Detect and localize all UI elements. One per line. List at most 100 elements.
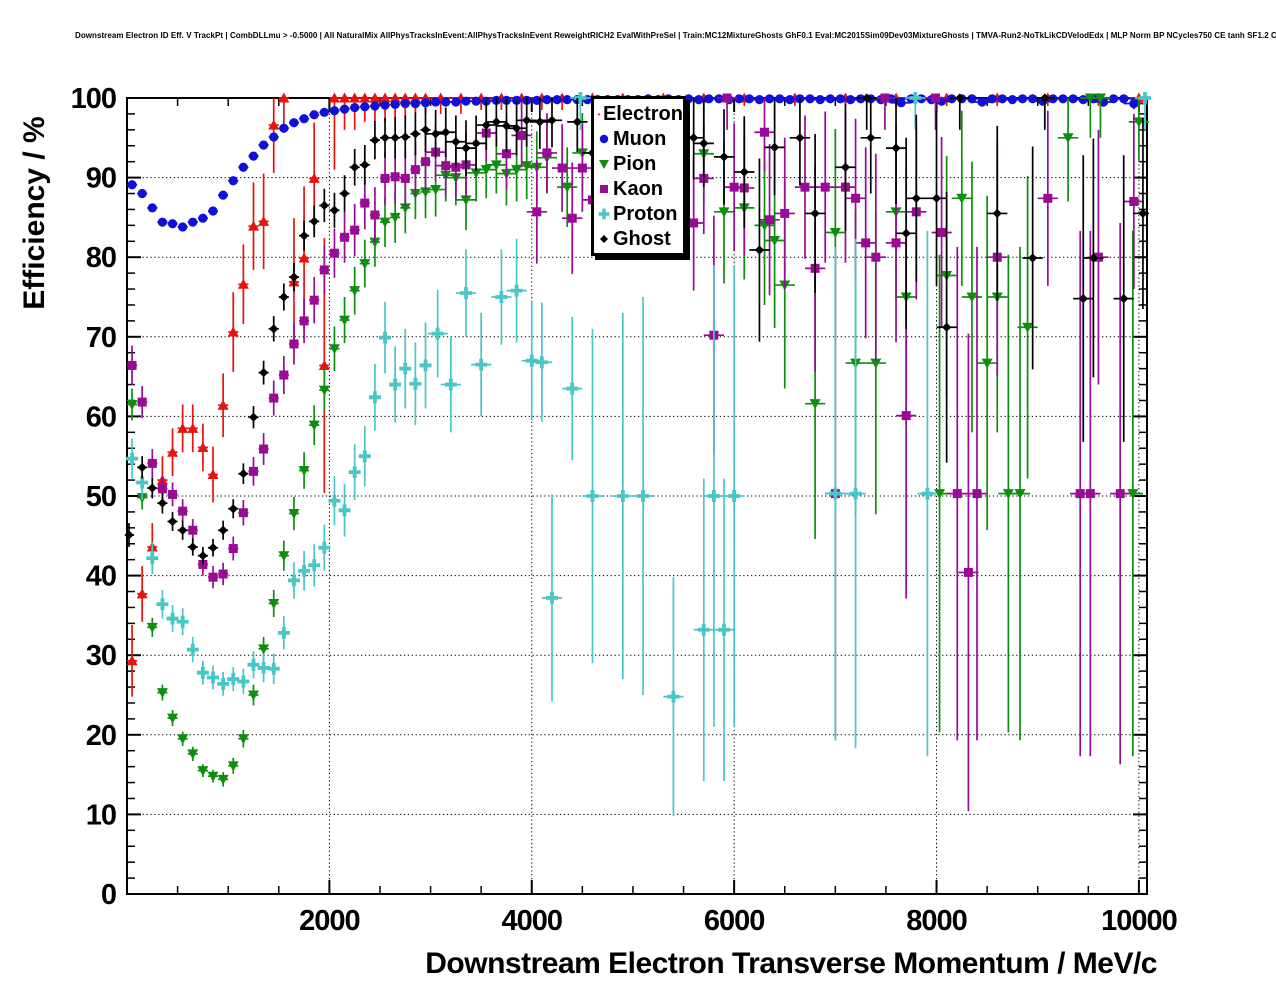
ghost-data-point [309,216,319,226]
proton-data-point [586,490,599,502]
pion-data-point [829,228,841,239]
y-tick-label: 40 [86,561,116,593]
pion-data-point [207,771,219,782]
pion-data-point [167,713,179,724]
ghost-data-point [137,462,147,472]
proton-data-point [207,671,220,684]
pion-data-point [288,509,300,520]
muon-data-point [390,99,400,109]
electron-data-point [389,92,401,103]
proton-data-point [566,382,579,395]
y-tick-label: 100 [71,83,116,115]
proton-data-point [166,612,179,625]
ghost-data-point [228,504,238,514]
kaon-data-point [880,93,890,103]
proton-data-point [475,358,488,371]
pion-data-point [1127,489,1139,500]
electron-data-point [318,359,330,370]
proton-data-point [247,658,260,671]
ghost-data-point [350,162,360,172]
kaon-data-point [380,173,390,183]
ghost-data-point [572,117,582,127]
kaon-data-point [289,339,299,349]
ghost-data-point [471,138,481,148]
kaon-data-point [963,567,973,577]
kaon-data-point [952,489,962,499]
muon-data-point [279,123,289,133]
legend-entry-ghost: Ghost [597,229,683,249]
ghost-data-point [547,115,557,125]
proton-data-point [419,359,432,372]
proton-data-point [156,598,169,611]
proton-data-point [328,494,341,507]
proton-data-point [921,487,934,500]
x-tick-label: 6000 [704,905,765,937]
electron-data-point [308,172,320,183]
muon-data-point [289,118,299,128]
ghost-data-point [522,115,532,125]
electron-data-point [227,326,239,337]
ghost-data-point [370,135,380,145]
ghost-data-point [451,137,461,147]
ghost-data-point [289,272,299,282]
pion-data-point [217,774,229,785]
ghost-data-point [481,120,491,130]
x-axis-title: Downstream Electron Transverse Momentum … [425,947,1157,980]
muon-data-point [967,94,977,104]
kaon-data-point [937,228,947,238]
ghost-data-point [535,117,545,127]
ghost-data-point [400,132,410,142]
legend-label-electron: Electron [602,102,683,125]
proton-data-point [849,487,862,500]
ghost-data-point [269,324,279,334]
ghost-data-point [992,208,1002,219]
proton-data-point [525,354,538,367]
proton-data-point [298,564,311,577]
pion-data-point [298,466,310,477]
pion-data-point [318,385,330,396]
electron-data-point [126,655,138,666]
ghost-data-point [329,205,340,215]
kaon-data-point [931,93,941,103]
ghost-data-point [248,412,259,422]
legend-entry-electron: Electron [597,104,683,124]
ghost-data-point [942,322,952,332]
kaon-data-point [861,238,871,248]
proton-data-point [146,552,159,565]
ghost-data-point [689,133,699,143]
pion-data-point [769,235,781,246]
kaon-data-point [820,182,830,192]
kaon-data-point [851,193,861,203]
kaon-data-point [147,458,157,468]
legend-entry-muon: Muon [597,129,683,149]
kaon-data-point [1129,196,1139,206]
kaon-marker-icon [600,184,608,193]
ghost-marker-icon [600,234,608,243]
ghost-data-point [339,188,350,199]
pion-data-point [470,168,482,179]
pion-data-point [1002,489,1014,500]
kaon-data-point [567,213,577,223]
muon-marker-glyph [599,134,609,143]
proton-data-point [829,487,842,500]
kaon-data-point [248,466,258,476]
kaon-data-point [542,148,552,158]
ghost-data-point [840,162,851,172]
proton-data-point [237,675,250,688]
electron-data-point [258,215,270,226]
electron-data-point [136,588,148,599]
electron-data-point [339,92,351,103]
y-tick-label: 90 [86,163,116,195]
muon-data-point [198,213,208,223]
ghost-data-point [431,129,441,139]
electron-data-point [207,469,219,480]
y-tick-label: 30 [86,640,116,672]
ghost-data-point [208,543,218,553]
muon-data-point [977,97,987,107]
kaon-data-point [972,489,982,499]
pion-data-point [966,292,978,303]
ghost-marker-glyph [600,234,608,243]
y-tick-label: 0 [101,879,116,911]
electron-data-point [177,422,189,433]
x-tick-label: 2000 [299,905,360,937]
